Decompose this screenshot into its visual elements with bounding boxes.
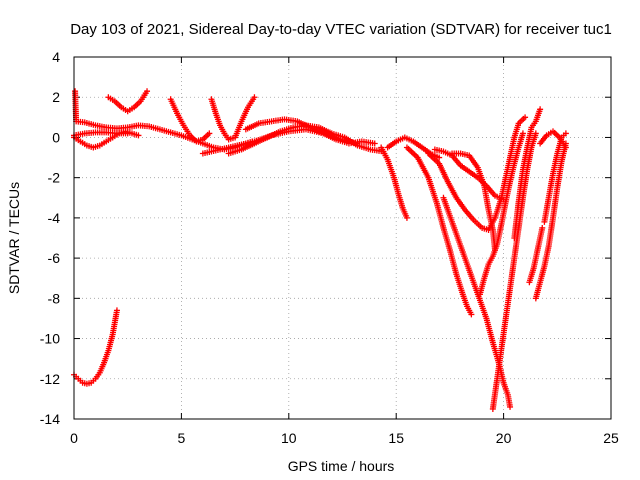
- x-tick-label: 15: [388, 430, 404, 446]
- data-point: [537, 106, 544, 113]
- data-point: [144, 88, 151, 95]
- data-point: [371, 140, 378, 147]
- y-tick-label: 2: [52, 89, 60, 105]
- x-tick-label: 20: [496, 430, 512, 446]
- data-point: [113, 307, 120, 314]
- y-axis-ticks: -14 -12 -10 -8 -6 -4 -2 0 2 4: [40, 49, 611, 427]
- x-tick-label: 10: [281, 430, 297, 446]
- y-tick-label: -4: [48, 210, 61, 226]
- x-tick-label: 0: [70, 430, 78, 446]
- data-point: [206, 130, 213, 137]
- y-tick-label: -14: [40, 411, 60, 427]
- data-point: [135, 132, 142, 139]
- y-tick-label: 4: [52, 49, 60, 65]
- data-point: [436, 154, 443, 161]
- data-point: [124, 130, 131, 137]
- x-tick-label: 25: [603, 430, 619, 446]
- data-point: [519, 130, 526, 137]
- data-point: [562, 144, 569, 151]
- data-point: [468, 311, 475, 318]
- x-tick-label: 5: [178, 430, 186, 446]
- y-tick-label: -8: [48, 290, 61, 306]
- grid: [74, 57, 611, 419]
- x-axis-ticks: 0 5 10 15 20 25: [70, 57, 619, 446]
- data-point: [251, 94, 258, 101]
- plot-frame: [73, 56, 612, 420]
- data-points: [71, 88, 569, 412]
- y-tick-label: -6: [48, 250, 61, 266]
- data-point: [562, 130, 569, 137]
- data-point: [539, 224, 546, 231]
- data-point: [403, 214, 410, 221]
- y-tick-label: -2: [48, 170, 61, 186]
- y-tick-label: -12: [40, 371, 60, 387]
- data-point: [507, 403, 514, 410]
- data-point: [532, 130, 539, 137]
- data-point: [522, 114, 529, 121]
- y-tick-label: 0: [52, 129, 60, 145]
- chart-title: Day 103 of 2021, Sidereal Day-to-day VTE…: [70, 21, 612, 38]
- y-tick-label: -10: [40, 331, 60, 347]
- x-axis-label: GPS time / hours: [288, 458, 395, 474]
- y-axis-label: SDTVAR / TECUs: [6, 182, 22, 294]
- data-point: [354, 140, 361, 147]
